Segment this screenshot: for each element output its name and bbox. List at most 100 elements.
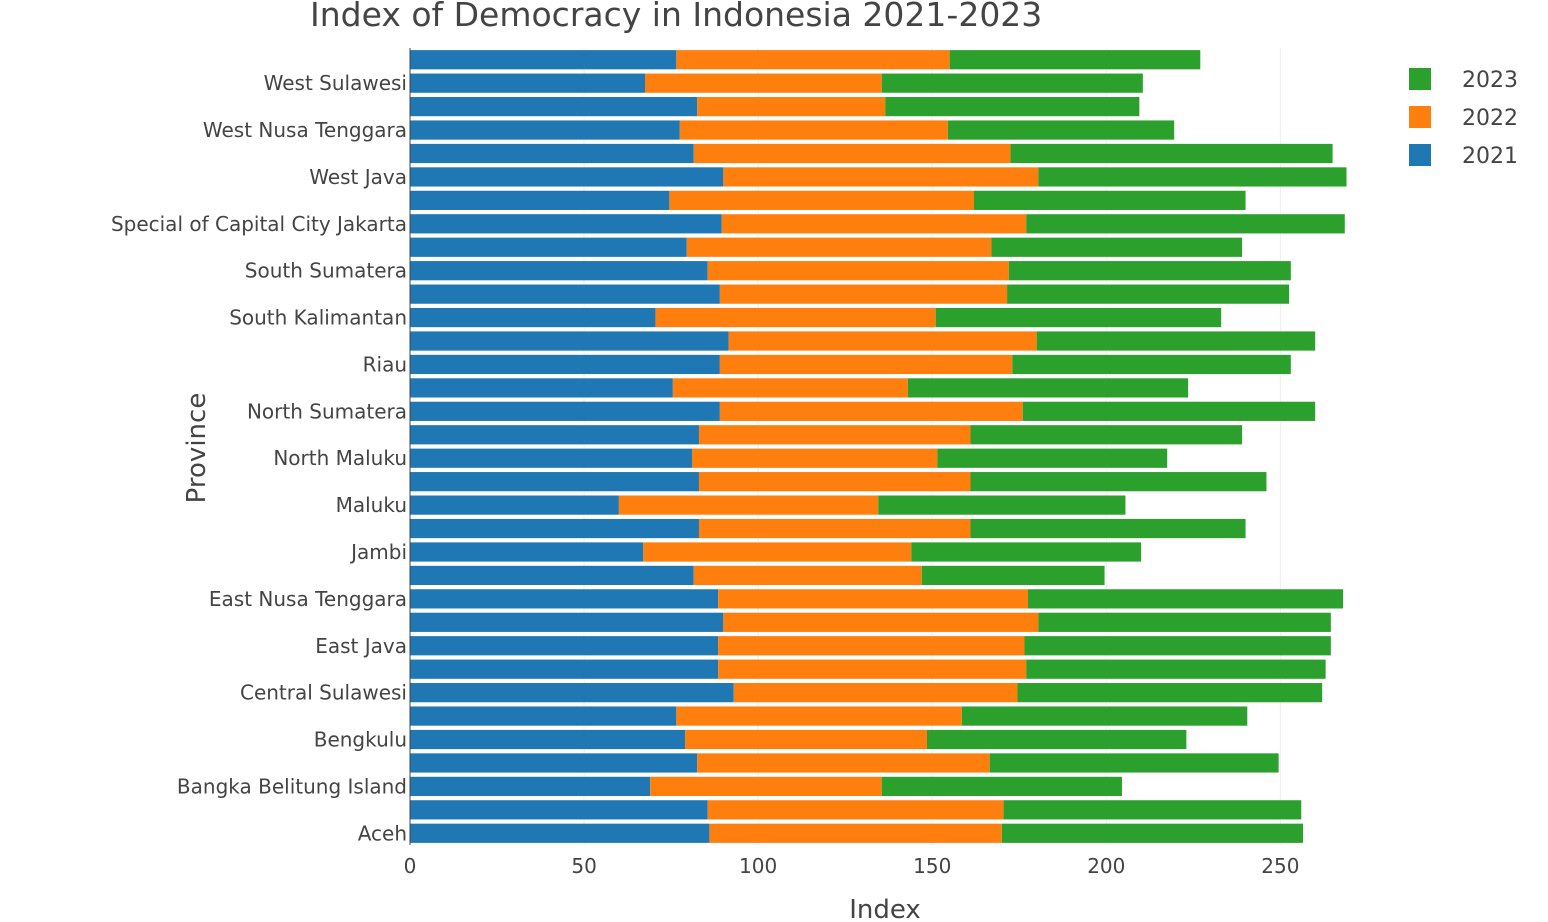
bar-2023-row-32[interactable] bbox=[881, 73, 1143, 93]
bar-2022-row-3[interactable] bbox=[697, 753, 990, 773]
legend[interactable]: 2023 2022 2021 bbox=[1409, 68, 1518, 169]
bar-2022-row-5[interactable] bbox=[676, 706, 962, 726]
bar-2021-row-3[interactable] bbox=[410, 753, 698, 773]
bar-2021-row-18[interactable] bbox=[410, 401, 720, 421]
bar-2022-row-19[interactable] bbox=[672, 378, 908, 398]
bar-2022-row-7[interactable] bbox=[718, 659, 1027, 679]
bar-2023-row-31[interactable] bbox=[885, 96, 1140, 117]
legend-label-2022[interactable]: 2022 bbox=[1462, 106, 1518, 131]
bar-2022-row-16[interactable] bbox=[692, 448, 938, 468]
bar-2023-row-11[interactable] bbox=[921, 565, 1105, 586]
legend-label-2021[interactable]: 2021 bbox=[1462, 144, 1518, 169]
bar-2021-row-22[interactable] bbox=[410, 307, 656, 328]
bar-2021-row-31[interactable] bbox=[410, 96, 698, 117]
bar-2021-row-10[interactable] bbox=[410, 589, 719, 609]
bar-2021-row-33[interactable] bbox=[410, 50, 677, 70]
bar-2023-row-14[interactable] bbox=[878, 495, 1126, 515]
bar-2021-row-7[interactable] bbox=[410, 659, 719, 679]
bar-2021-row-12[interactable] bbox=[410, 542, 644, 562]
bar-2022-row-4[interactable] bbox=[685, 729, 927, 750]
bar-2022-row-29[interactable] bbox=[693, 143, 1011, 164]
legend-label-2023[interactable]: 2023 bbox=[1462, 68, 1518, 93]
bar-2021-row-1[interactable] bbox=[410, 800, 708, 820]
bar-2022-row-32[interactable] bbox=[645, 73, 882, 93]
bar-2023-row-33[interactable] bbox=[949, 50, 1201, 70]
bar-2023-row-16[interactable] bbox=[937, 448, 1168, 468]
legend-swatch-2023[interactable] bbox=[1409, 68, 1431, 90]
bar-2023-row-7[interactable] bbox=[1026, 659, 1326, 679]
bar-2023-row-24[interactable] bbox=[1008, 261, 1291, 281]
bar-2021-row-26[interactable] bbox=[410, 214, 722, 234]
bar-2022-row-20[interactable] bbox=[719, 354, 1013, 375]
bar-2022-row-26[interactable] bbox=[721, 214, 1027, 234]
bar-2023-row-28[interactable] bbox=[1038, 167, 1347, 187]
bar-2022-row-27[interactable] bbox=[669, 190, 974, 210]
bar-2022-row-25[interactable] bbox=[686, 237, 992, 257]
bar-2023-row-30[interactable] bbox=[947, 120, 1175, 140]
bar-2023-row-4[interactable] bbox=[927, 729, 1187, 750]
bar-2021-row-23[interactable] bbox=[410, 284, 720, 304]
bar-2021-row-11[interactable] bbox=[410, 565, 694, 586]
legend-swatch-2021[interactable] bbox=[1409, 144, 1431, 166]
bar-2022-row-12[interactable] bbox=[643, 542, 912, 562]
bar-2023-row-13[interactable] bbox=[970, 518, 1246, 539]
bar-2023-row-5[interactable] bbox=[961, 706, 1248, 726]
bar-2023-row-23[interactable] bbox=[1007, 284, 1290, 304]
bar-2021-row-9[interactable] bbox=[410, 612, 724, 632]
bar-2021-row-21[interactable] bbox=[410, 331, 729, 351]
bar-2023-row-29[interactable] bbox=[1010, 143, 1333, 164]
bar-2023-row-2[interactable] bbox=[881, 776, 1122, 797]
bar-2023-row-18[interactable] bbox=[1022, 401, 1316, 421]
bar-2023-row-6[interactable] bbox=[1017, 683, 1323, 703]
bar-2021-row-0[interactable] bbox=[410, 823, 710, 843]
bar-2023-row-19[interactable] bbox=[907, 378, 1189, 398]
bar-2023-row-3[interactable] bbox=[989, 753, 1279, 773]
bar-2022-row-23[interactable] bbox=[719, 284, 1008, 304]
bar-2022-row-11[interactable] bbox=[693, 565, 922, 586]
legend-swatch-2022[interactable] bbox=[1409, 106, 1431, 128]
bar-2022-row-1[interactable] bbox=[707, 800, 1004, 820]
bar-2021-row-4[interactable] bbox=[410, 729, 686, 750]
bar-2022-row-15[interactable] bbox=[698, 472, 971, 492]
bar-2023-row-12[interactable] bbox=[911, 542, 1142, 562]
bar-2021-row-15[interactable] bbox=[410, 472, 699, 492]
bar-2023-row-22[interactable] bbox=[935, 307, 1222, 328]
bar-2021-row-6[interactable] bbox=[410, 683, 734, 703]
bar-2022-row-2[interactable] bbox=[650, 776, 882, 797]
bar-2021-row-20[interactable] bbox=[410, 354, 720, 375]
bar-2022-row-24[interactable] bbox=[707, 261, 1009, 281]
bar-2022-row-13[interactable] bbox=[698, 518, 971, 539]
bar-2021-row-13[interactable] bbox=[410, 518, 699, 539]
bar-2021-row-29[interactable] bbox=[410, 143, 694, 164]
bar-2022-row-21[interactable] bbox=[728, 331, 1037, 351]
bar-2023-row-25[interactable] bbox=[991, 237, 1243, 257]
bar-2022-row-8[interactable] bbox=[718, 636, 1025, 656]
bar-2023-row-8[interactable] bbox=[1024, 636, 1331, 656]
bar-2021-row-32[interactable] bbox=[410, 73, 645, 93]
bar-2022-row-10[interactable] bbox=[718, 589, 1028, 609]
bar-2023-row-27[interactable] bbox=[974, 190, 1246, 210]
bar-2021-row-27[interactable] bbox=[410, 190, 670, 210]
bar-2021-row-25[interactable] bbox=[410, 237, 687, 257]
bar-2022-row-9[interactable] bbox=[723, 612, 1039, 632]
bar-2022-row-31[interactable] bbox=[697, 96, 886, 117]
bar-2022-row-18[interactable] bbox=[719, 401, 1023, 421]
bar-2021-row-24[interactable] bbox=[410, 261, 708, 281]
bar-2021-row-14[interactable] bbox=[410, 495, 619, 515]
bar-2022-row-6[interactable] bbox=[733, 683, 1018, 703]
bar-2021-row-19[interactable] bbox=[410, 378, 673, 398]
bar-2022-row-30[interactable] bbox=[679, 120, 948, 140]
bar-2023-row-1[interactable] bbox=[1003, 800, 1302, 820]
bar-2022-row-17[interactable] bbox=[698, 425, 971, 445]
bar-2023-row-21[interactable] bbox=[1036, 331, 1316, 351]
bar-2021-row-2[interactable] bbox=[410, 776, 651, 797]
bar-2023-row-26[interactable] bbox=[1026, 214, 1345, 234]
bar-2023-row-17[interactable] bbox=[970, 425, 1243, 445]
bar-2021-row-30[interactable] bbox=[410, 120, 680, 140]
bar-2022-row-33[interactable] bbox=[676, 50, 950, 70]
bar-2023-row-20[interactable] bbox=[1012, 354, 1291, 375]
bar-2022-row-14[interactable] bbox=[618, 495, 879, 515]
bar-2023-row-0[interactable] bbox=[1001, 823, 1303, 843]
bar-2021-row-8[interactable] bbox=[410, 636, 719, 656]
bar-2021-row-16[interactable] bbox=[410, 448, 692, 468]
